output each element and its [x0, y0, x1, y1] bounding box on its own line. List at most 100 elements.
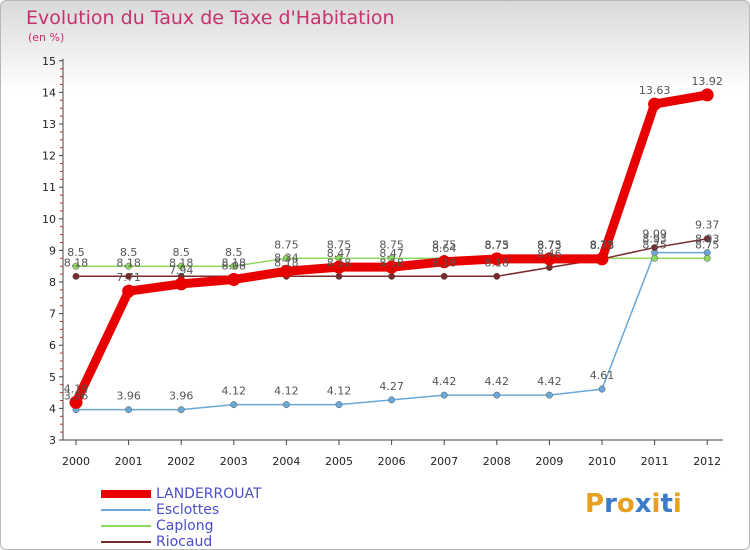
data-point-riocaud — [72, 272, 80, 280]
data-label-riocaud: 8.46 — [537, 247, 562, 260]
data-label-landerrouat: 13.92 — [691, 75, 723, 88]
x-tick-label: 2000 — [62, 455, 90, 468]
x-tick-label: 2002 — [167, 455, 195, 468]
x-tick-label: 2012 — [693, 455, 721, 468]
data-point-landerrouat — [279, 264, 293, 278]
data-label-landerrouat: 8.73 — [590, 239, 615, 252]
x-tick-label: 2006 — [378, 455, 406, 468]
data-point-esclottes — [545, 391, 553, 399]
legend-label-riocaud: Riocaud — [156, 534, 213, 550]
data-label-landerrouat: 8.47 — [379, 247, 404, 260]
data-label-landerrouat: 8.08 — [222, 259, 247, 272]
data-label-riocaud: 8.73 — [590, 239, 615, 252]
data-label-caplong: 8.75 — [379, 238, 404, 251]
data-point-caplong — [125, 262, 133, 270]
data-label-esclottes: 4.42 — [537, 375, 562, 388]
data-point-landerrouat — [227, 272, 241, 286]
data-point-esclottes — [282, 401, 290, 409]
y-tick-label: 8 — [49, 276, 56, 289]
data-label-caplong: 8.75 — [642, 238, 667, 251]
data-label-caplong: 8.75 — [590, 238, 615, 251]
y-tick-label: 15 — [42, 55, 56, 68]
y-tick-label: 9 — [49, 244, 56, 257]
data-point-esclottes — [493, 391, 501, 399]
data-label-landerrouat: 13.63 — [639, 84, 671, 97]
data-point-caplong — [282, 254, 290, 262]
data-label-riocaud: 8.18 — [485, 256, 510, 269]
logo-letter: x — [634, 489, 652, 519]
y-tick-label: 10 — [42, 213, 56, 226]
data-point-esclottes — [230, 401, 238, 409]
data-label-esclottes: 4.42 — [485, 375, 510, 388]
x-tick-label: 2004 — [272, 455, 300, 468]
data-label-riocaud: 8.18 — [116, 256, 141, 269]
logo-letter: P — [585, 489, 605, 519]
chart-axes: 3 4 5 6 7 8 9 10 11 12 13 14 15 2000 2001 2002 2003 2004 2… — [42, 55, 723, 468]
data-label-landerrouat: 4.19 — [64, 382, 89, 395]
data-point-landerrouat — [69, 395, 83, 409]
x-tick-label: 2009 — [535, 455, 563, 468]
data-point-riocaud — [388, 272, 396, 280]
data-point-caplong — [230, 262, 238, 270]
data-label-esclottes: 4.12 — [327, 385, 352, 398]
logo-letter: r — [604, 489, 617, 519]
data-point-landerrouat — [437, 255, 451, 269]
data-label-caplong: 8.5 — [67, 246, 85, 259]
data-label-caplong: 8.5 — [225, 246, 243, 259]
x-tick-label: 2008 — [483, 455, 511, 468]
data-label-riocaud: 8.18 — [432, 256, 457, 269]
data-label-esclottes: 4.27 — [379, 380, 404, 393]
legend-swatch-esclottes — [101, 509, 151, 511]
data-label-riocaud: 8.18 — [274, 256, 299, 269]
data-label-riocaud: 9.09 — [642, 228, 667, 241]
logo-letter: i — [651, 489, 661, 519]
x-tick-label: 2005 — [325, 455, 353, 468]
legend-label-esclottes: Esclottes — [156, 502, 220, 518]
data-point-landerrouat — [490, 252, 504, 266]
data-label-esclottes: 3.96 — [116, 390, 141, 403]
data-label-caplong: 8.75 — [432, 238, 457, 251]
y-tick-label: 4 — [49, 402, 56, 415]
data-label-caplong: 8.5 — [120, 246, 138, 259]
data-point-landerrouat — [122, 284, 136, 298]
legend-label-caplong: Caplong — [156, 518, 214, 534]
data-label-landerrouat: 8.34 — [274, 251, 299, 264]
data-point-landerrouat — [700, 88, 714, 102]
x-tick-label: 2007 — [430, 455, 458, 468]
data-label-caplong: 8.75 — [537, 238, 562, 251]
y-tick-label: 3 — [49, 434, 56, 447]
y-tick-label: 5 — [49, 371, 56, 384]
legend-swatch-riocaud — [101, 541, 151, 543]
series-labels: 3.96 3.96 3.96 4.12 4.12 4.12 4.27 4.42 4.42 4.42… — [64, 75, 723, 403]
x-tick-label: 2010 — [588, 455, 616, 468]
data-label-riocaud: 8.18 — [169, 256, 194, 269]
logo-letter: o — [616, 489, 635, 519]
data-point-landerrouat — [542, 252, 556, 266]
data-label-caplong: 8.75 — [695, 238, 720, 251]
x-tick-label: 2003 — [220, 455, 248, 468]
data-label-caplong: 8.75 — [485, 238, 510, 251]
data-label-esclottes: 3.96 — [64, 390, 89, 403]
data-point-esclottes — [177, 406, 185, 414]
y-tick-label: 7 — [49, 308, 56, 321]
data-point-caplong — [72, 262, 80, 270]
legend-label-landerrouat: LANDERROUAT — [156, 486, 262, 502]
data-point-esclottes — [440, 391, 448, 399]
data-point-landerrouat — [595, 252, 609, 266]
logo-letter: t — [660, 489, 673, 519]
data-label-landerrouat: 8.73 — [485, 239, 510, 252]
data-point-esclottes — [125, 406, 133, 414]
x-tick-label: 2011 — [641, 455, 669, 468]
data-label-riocaud: 9.37 — [695, 219, 720, 232]
data-point-landerrouat — [648, 97, 662, 111]
data-point-riocaud — [493, 272, 501, 280]
data-point-riocaud — [651, 244, 659, 252]
data-point-caplong — [177, 262, 185, 270]
data-label-caplong: 8.5 — [172, 246, 190, 259]
data-point-caplong — [703, 254, 711, 262]
data-point-esclottes — [598, 385, 606, 393]
data-label-riocaud: 8.18 — [64, 256, 89, 269]
data-point-landerrouat — [174, 277, 188, 291]
